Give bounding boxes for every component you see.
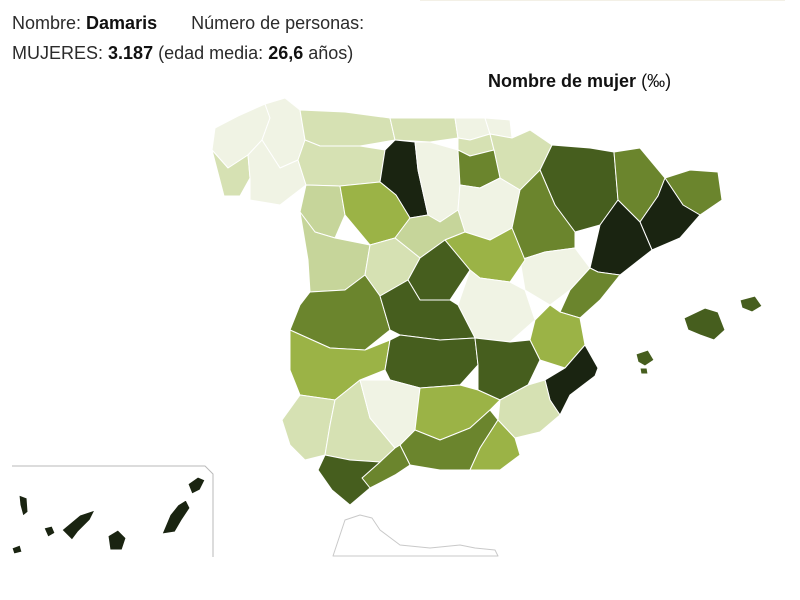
province-asturias[interactable] — [299, 109, 396, 147]
province-cadiz[interactable] — [317, 454, 381, 506]
province-badajoz[interactable] — [289, 329, 391, 401]
north-africa-outline — [332, 514, 499, 557]
canary-islands-inset-frame — [12, 465, 214, 557]
mean-age-value: 26,6 — [268, 43, 304, 63]
province-canarias-la-gomera[interactable] — [43, 525, 56, 538]
map-title: Nombre de mujer (‰) — [488, 71, 671, 92]
name-label: Nombre: — [12, 13, 82, 33]
province-caceres[interactable] — [289, 274, 391, 351]
province-canarias-el-hierro[interactable] — [11, 544, 23, 555]
age-unit: años) — [308, 43, 354, 63]
women-stats-line: MUJERES: 3.187 (edad media: 26,6 años) — [12, 38, 364, 68]
name-value: Damaris — [86, 13, 158, 33]
province-almeria[interactable] — [469, 419, 521, 471]
map-title-unit: ‰ — [647, 71, 666, 91]
province-castellon[interactable] — [559, 267, 621, 319]
province-canarias-gran-canaria[interactable] — [107, 529, 127, 551]
province-toledo[interactable] — [379, 279, 476, 341]
top-divider — [0, 0, 800, 1]
name-line: Nombre: Damaris Número de personas: — [12, 8, 364, 38]
women-count: 3.187 — [108, 43, 154, 63]
women-label: MUJERES: — [12, 43, 104, 63]
province-baleares-formentera[interactable] — [639, 367, 649, 375]
province-baleares-ibiza[interactable] — [635, 349, 655, 367]
map-title-unit-close: ) — [665, 71, 672, 91]
province-baleares-menorca[interactable] — [739, 295, 763, 313]
province-ciudad-real[interactable] — [384, 334, 479, 389]
mean-age-label: (edad media: — [158, 43, 264, 63]
map-title-text: Nombre de mujer — [488, 71, 637, 91]
province-canarias-tenerife[interactable] — [61, 509, 96, 541]
map-title-unit-open: ( — [641, 71, 648, 91]
province-leon[interactable] — [297, 139, 386, 187]
province-canarias-fuerteventura[interactable] — [161, 499, 191, 535]
province-baleares-mallorca[interactable] — [683, 307, 726, 341]
people-count-label: Número de personas: — [191, 13, 365, 33]
province-canarias-la-palma[interactable] — [18, 494, 29, 517]
province-cantabria[interactable] — [389, 117, 459, 143]
province-canarias-lanzarote[interactable] — [187, 476, 206, 495]
name-info-panel: Nombre: Damaris Número de personas: MUJER… — [12, 8, 364, 68]
